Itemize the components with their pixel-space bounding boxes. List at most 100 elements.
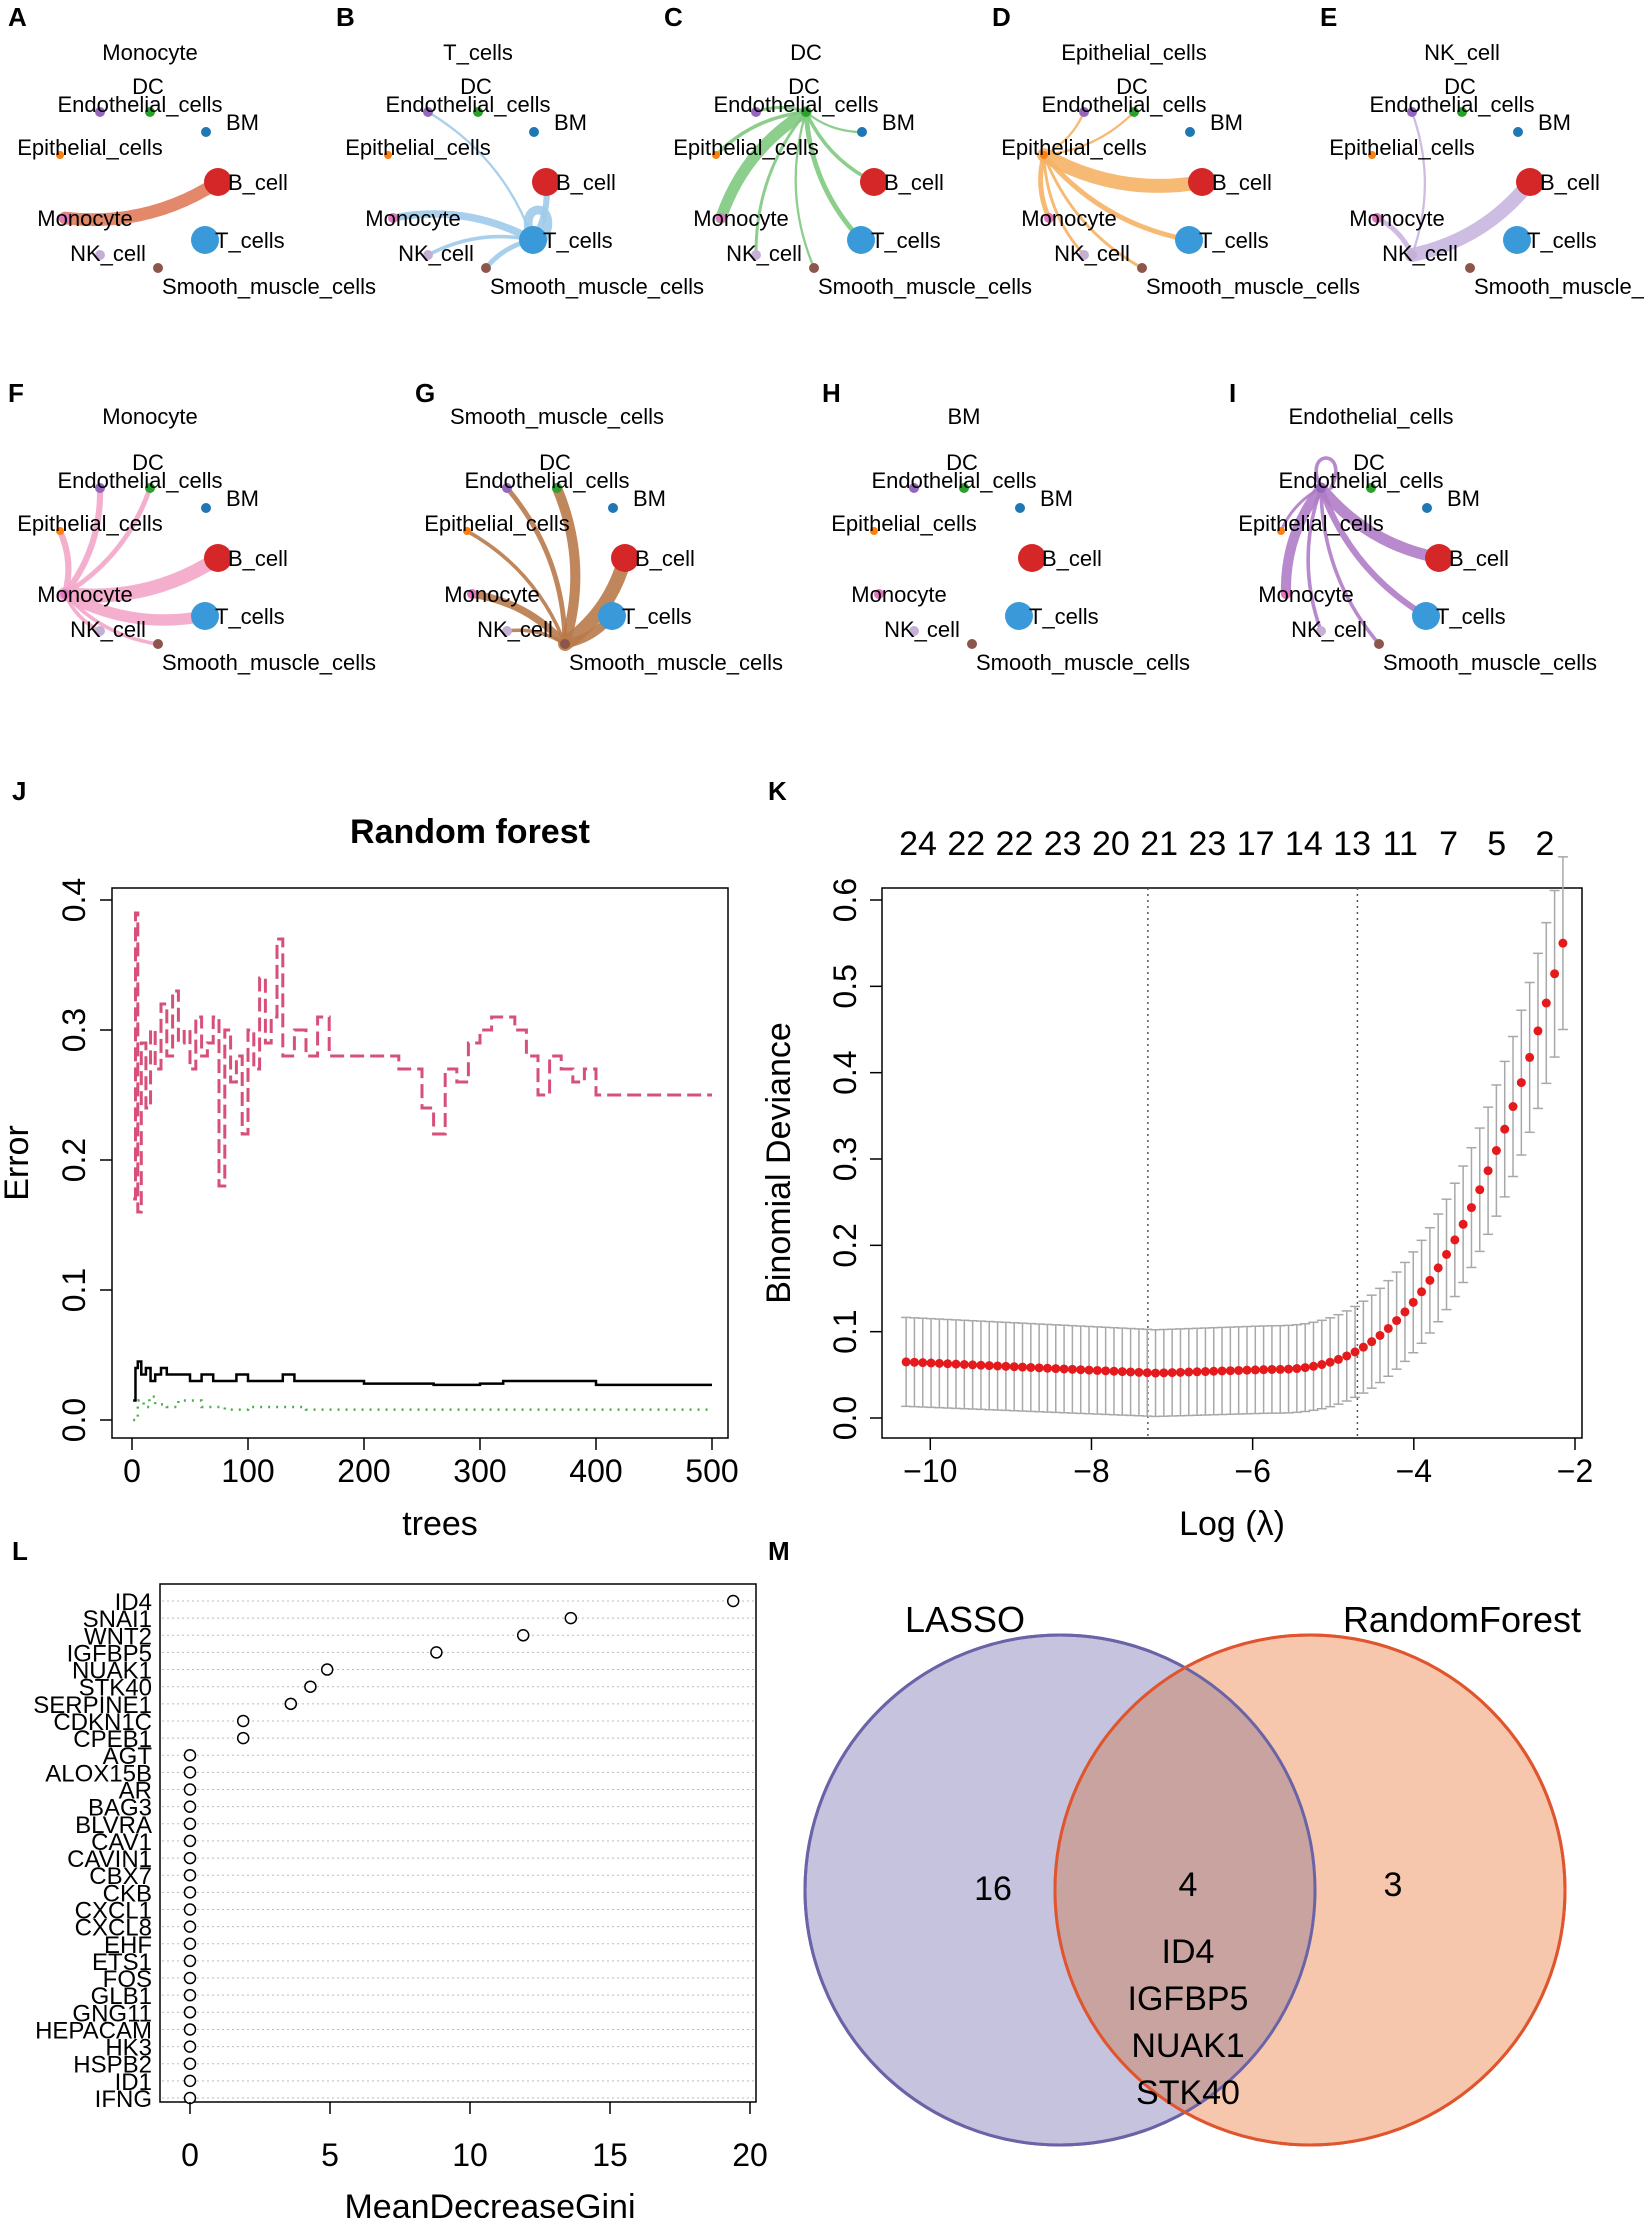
network-node bbox=[1281, 589, 1291, 599]
rf-xtick-label: 100 bbox=[221, 1453, 274, 1489]
network-node-label: Endothelial_cells bbox=[1278, 468, 1443, 493]
network-node bbox=[1425, 544, 1453, 572]
gini-dot bbox=[183, 1766, 197, 1779]
network-node bbox=[1129, 107, 1139, 117]
lasso-plot-box bbox=[881, 887, 1583, 1439]
gini-gene-label: CPEB1 bbox=[73, 1726, 152, 1753]
network-node-label: Endothelial_cells bbox=[57, 92, 222, 117]
venn-count-rf: 3 bbox=[1384, 1866, 1403, 1904]
network-node-label: B_cell bbox=[228, 170, 288, 195]
gini-gene-label: CDKN1C bbox=[53, 1709, 152, 1736]
lasso-point bbox=[1217, 1366, 1227, 1376]
network-edge bbox=[1041, 152, 1192, 243]
network-node bbox=[552, 483, 562, 493]
network-node bbox=[1277, 527, 1285, 535]
lasso-point bbox=[1051, 1364, 1061, 1374]
network-node-label: T_cells bbox=[871, 228, 941, 253]
lasso-point bbox=[1284, 1364, 1294, 1374]
gini-plot-box bbox=[159, 1583, 757, 2103]
venn-lasso-outline bbox=[803, 1633, 1317, 2147]
lasso-point bbox=[1533, 1026, 1543, 1036]
network-node-label: BM bbox=[1040, 486, 1073, 511]
network-node-label: Smooth_muscle_cells bbox=[1146, 274, 1360, 299]
venn-gene: ID4 bbox=[1162, 1933, 1215, 1971]
network-node bbox=[1137, 263, 1147, 273]
lasso-point bbox=[1367, 1337, 1377, 1347]
lasso-ytick-label: 0.2 bbox=[827, 1223, 863, 1267]
lasso-point bbox=[1525, 1052, 1535, 1062]
network-edge bbox=[1037, 148, 1209, 193]
lasso-point bbox=[1516, 1078, 1526, 1088]
network-node-label: T_cells bbox=[1029, 604, 1099, 629]
panel-label-b: B bbox=[336, 2, 355, 32]
lasso-point bbox=[1034, 1363, 1044, 1373]
network-node bbox=[560, 639, 570, 649]
network-node bbox=[201, 503, 211, 513]
network-node-label: Monocyte bbox=[851, 582, 946, 607]
panel-label-g: G bbox=[415, 378, 435, 408]
network-node-label: BM bbox=[1447, 486, 1480, 511]
lasso-point bbox=[1508, 1102, 1518, 1112]
network-node-label: B_cell bbox=[1449, 546, 1509, 571]
network-node bbox=[1316, 483, 1326, 493]
lasso-axes: −10 −8 −6 −4 −2 0.0 0.1 0.2 0.3 0.4 0.5 0.6 24 22 22 23… bbox=[827, 825, 1593, 1489]
network-node bbox=[532, 168, 560, 196]
network-node bbox=[423, 250, 433, 260]
network-node bbox=[153, 263, 163, 273]
network-node-label: Endothelial_cells bbox=[1041, 92, 1206, 117]
network-node bbox=[1422, 503, 1432, 513]
network-node bbox=[1407, 250, 1417, 260]
network-node-label: Epithelial_cells bbox=[673, 135, 819, 160]
lasso-point bbox=[1458, 1219, 1468, 1229]
lasso-point bbox=[918, 1358, 928, 1368]
gini-gene-label: STK40 bbox=[79, 1675, 152, 1702]
network-node bbox=[1516, 168, 1544, 196]
gini-dot bbox=[236, 1731, 250, 1745]
network-node-label: Endothelial_cells bbox=[871, 468, 1036, 493]
venn-intersection bbox=[1053, 1667, 1317, 2113]
network-edge bbox=[1314, 456, 1338, 490]
panel-label-f: F bbox=[8, 378, 24, 408]
network-node bbox=[467, 589, 477, 599]
lasso-point bbox=[1558, 938, 1568, 948]
lasso-point bbox=[1026, 1362, 1036, 1372]
lasso-ytick-label: 0.6 bbox=[827, 878, 863, 922]
rf-title: Random forest bbox=[350, 813, 590, 851]
lasso-cv-panel: K −10 −8 −6 −4 −20.00.10.20.30.40.50.624 22 22… bbox=[760, 776, 1593, 1543]
gini-gene-label: FOS bbox=[103, 1966, 152, 1993]
network-node bbox=[204, 544, 232, 572]
network-node bbox=[1079, 107, 1089, 117]
lasso-point bbox=[1259, 1365, 1269, 1375]
network-node bbox=[847, 226, 875, 254]
network-edge bbox=[1317, 484, 1430, 620]
network-node-label: Monocyte bbox=[1349, 206, 1444, 231]
network-node-label: Smooth_muscle_cells bbox=[162, 650, 376, 675]
network-node-label: Monocyte bbox=[1021, 206, 1116, 231]
network-node-label: Epithelial_cells bbox=[17, 135, 163, 160]
gini-gene-label: ID1 bbox=[115, 2069, 152, 2096]
network-edge bbox=[58, 551, 225, 603]
gini-dot bbox=[183, 1817, 197, 1831]
gini-dot bbox=[183, 1834, 197, 1848]
lasso-ytick-label: 0.3 bbox=[827, 1137, 863, 1181]
rf-ytick-label: 0.0 bbox=[56, 1398, 92, 1442]
network-node bbox=[1040, 151, 1048, 159]
lasso-point bbox=[1491, 1146, 1501, 1156]
lasso-point bbox=[943, 1359, 953, 1369]
network-node bbox=[1513, 127, 1523, 137]
network-node-label: Endothelial_cells bbox=[1369, 92, 1534, 117]
network-node bbox=[1372, 213, 1382, 223]
network-edge bbox=[56, 527, 72, 598]
network-node-label: Epithelial_cells bbox=[424, 511, 570, 536]
network-edge bbox=[1038, 152, 1052, 221]
network-node-label: B_cell bbox=[1540, 170, 1600, 195]
gini-gene-label: BAG3 bbox=[88, 1795, 152, 1822]
lasso-point bbox=[1250, 1365, 1260, 1375]
lasso-top-label: 23 bbox=[1044, 825, 1082, 863]
gini-gene-label: ID4 bbox=[115, 1589, 152, 1616]
network-node bbox=[153, 639, 163, 649]
network-node-label: Monocyte bbox=[444, 582, 539, 607]
panel-label-i: I bbox=[1229, 378, 1236, 408]
lasso-point bbox=[976, 1360, 986, 1370]
